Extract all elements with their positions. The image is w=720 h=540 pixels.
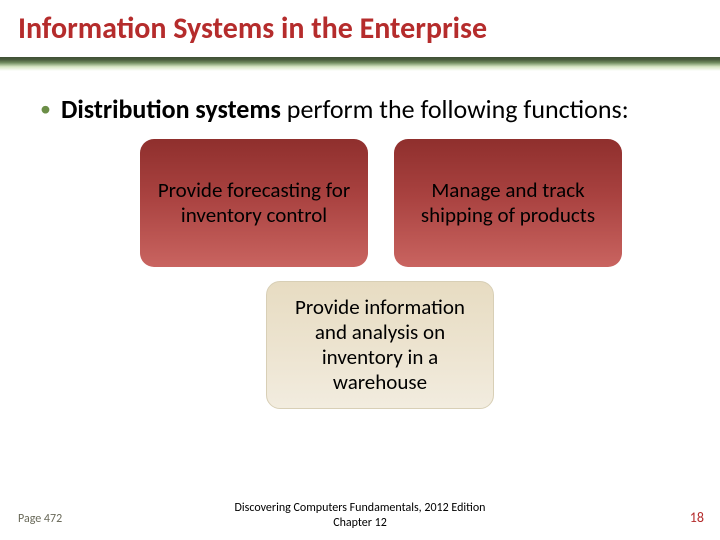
box-warehouse-text: Provide information and analysis on inve… bbox=[281, 295, 479, 394]
bullet-item: • Distribution systems perform the follo… bbox=[40, 93, 680, 126]
body-area: • Distribution systems perform the follo… bbox=[0, 71, 720, 416]
title-area: Information Systems in the Enterprise bbox=[0, 0, 720, 47]
bullet-marker-icon: • bbox=[40, 95, 51, 123]
bullet-bold: Distribution systems bbox=[61, 93, 281, 125]
slide-number: 18 bbox=[690, 509, 704, 526]
footer-source-line2: Chapter 12 bbox=[0, 516, 720, 530]
slide-title: Information Systems in the Enterprise bbox=[18, 12, 702, 47]
footer-source-line1: Discovering Computers Fundamentals, 2012… bbox=[0, 501, 720, 515]
box-shipping-text: Manage and track shipping of products bbox=[408, 178, 608, 228]
bullet-rest: perform the following functions: bbox=[281, 93, 629, 125]
boxes-container: Provide forecasting for inventory contro… bbox=[40, 125, 680, 415]
box-forecasting: Provide forecasting for inventory contro… bbox=[140, 139, 368, 267]
bullet-text: Distribution systems perform the followi… bbox=[61, 93, 629, 126]
box-forecasting-text: Provide forecasting for inventory contro… bbox=[154, 178, 354, 228]
slide: Information Systems in the Enterprise • … bbox=[0, 0, 720, 540]
footer-source: Discovering Computers Fundamentals, 2012… bbox=[0, 501, 720, 530]
box-warehouse: Provide information and analysis on inve… bbox=[266, 281, 494, 409]
box-shipping: Manage and track shipping of products bbox=[394, 139, 622, 267]
separator-bar bbox=[0, 57, 720, 71]
